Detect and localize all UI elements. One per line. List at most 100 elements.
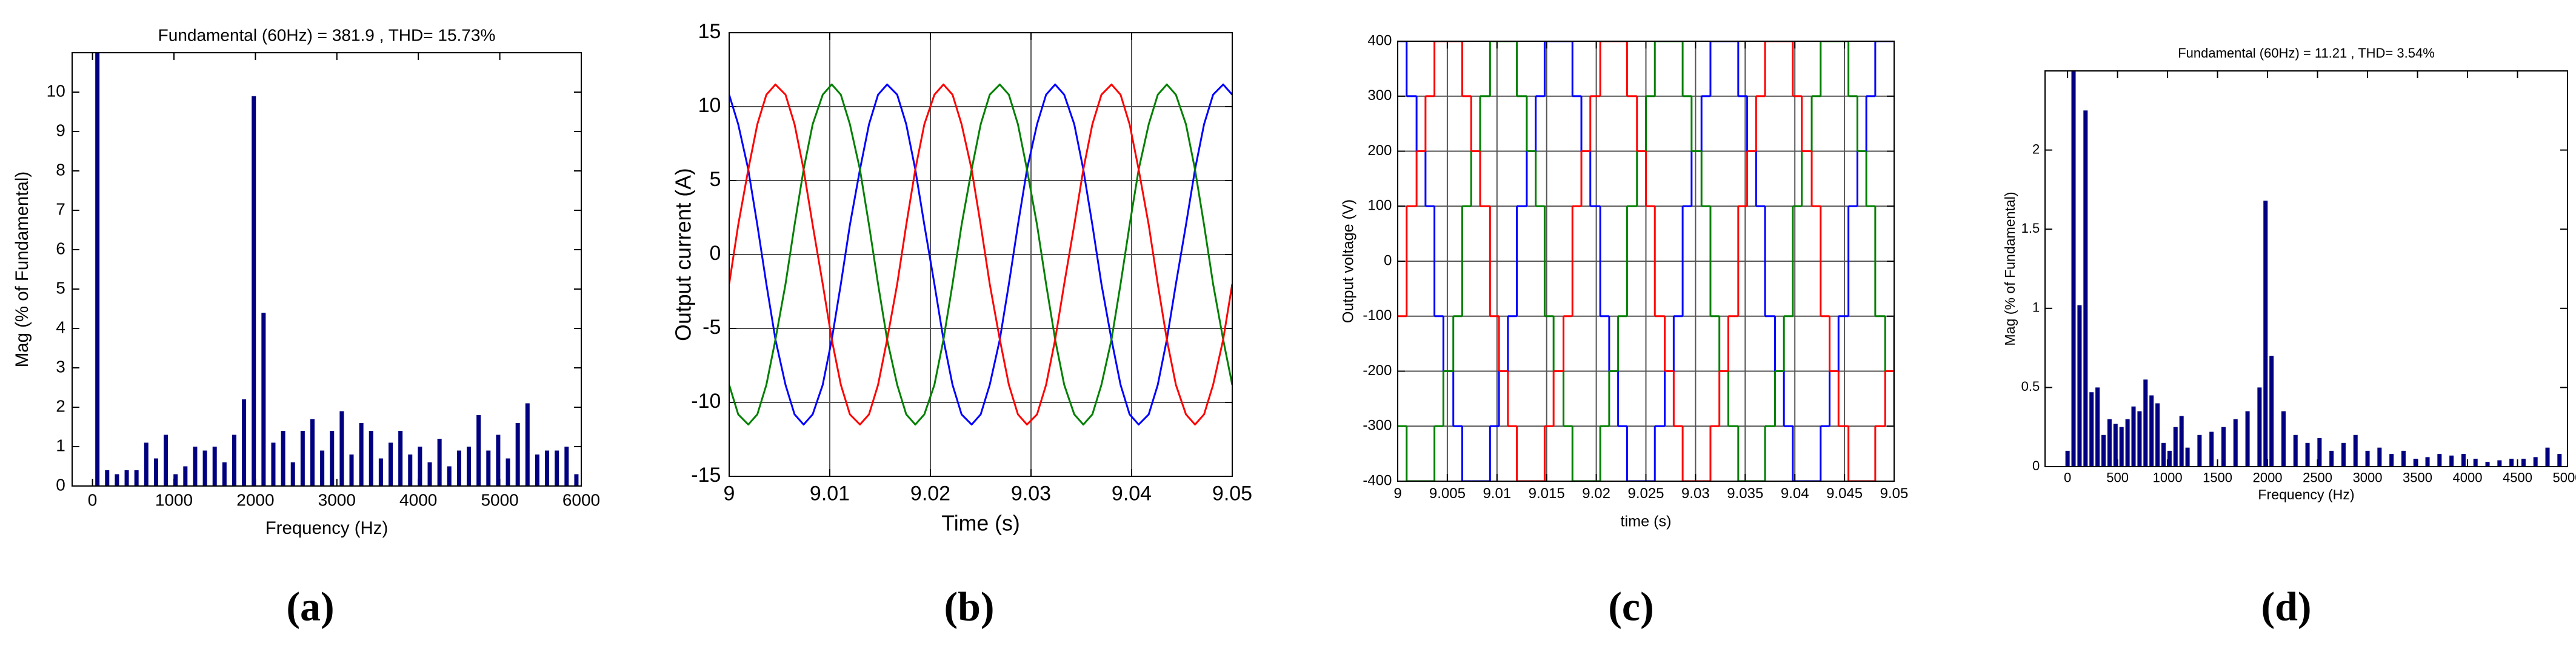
- data-layer: [2065, 71, 2562, 467]
- bar: [574, 474, 579, 486]
- bar: [2167, 450, 2172, 467]
- x-tick-label: 9.005: [1429, 485, 1466, 502]
- bar: [202, 450, 207, 486]
- axes-frame: [729, 32, 1233, 477]
- bar: [183, 466, 188, 486]
- axes-frame: [2044, 70, 2568, 467]
- plot-area: [2045, 71, 2568, 467]
- x-tick-label: 1500: [2203, 470, 2232, 485]
- bar: [261, 313, 266, 486]
- bar: [2281, 411, 2286, 467]
- y-tick-label: 7: [56, 199, 65, 218]
- bar: [2461, 454, 2466, 467]
- bar: [2377, 447, 2382, 467]
- bar: [153, 458, 158, 486]
- bar: [2365, 450, 2370, 467]
- bar: [408, 455, 413, 486]
- y-tick-label: 15: [698, 20, 721, 43]
- x-tick-label: 9.03: [1011, 482, 1051, 505]
- bar: [2179, 416, 2184, 467]
- bar: [2341, 442, 2346, 467]
- bar: [2473, 458, 2478, 467]
- bar: [486, 450, 491, 486]
- x-tick-label: 9.02: [1582, 485, 1610, 502]
- chart-panel: 9 9.005 9.01 9.015 9.02 9.025 9.03 9.035 9.04 9.0…: [1340, 32, 1909, 629]
- bar: [2293, 435, 2298, 467]
- bar: [2137, 411, 2142, 467]
- bar: [496, 435, 501, 486]
- plot-area: [72, 53, 581, 486]
- y-tick-label: 5: [709, 168, 721, 191]
- bar: [427, 462, 432, 486]
- x-tick-label: 9.01: [1483, 485, 1511, 502]
- bar: [95, 53, 100, 486]
- bar: [2125, 419, 2130, 467]
- bar: [437, 439, 442, 486]
- bar: [281, 431, 285, 486]
- data-layer: [729, 83, 1232, 426]
- bar: [2497, 460, 2502, 467]
- bar: [515, 423, 520, 486]
- y-tick-label: 400: [1367, 32, 1392, 48]
- bar: [290, 462, 295, 486]
- bar: [349, 455, 354, 486]
- bar: [300, 431, 305, 486]
- bar: [476, 415, 481, 486]
- chart-panel: 0 500 1000 1500 2000 2500 3000 3500 4000 4500 500 0…: [2002, 45, 2576, 630]
- bar: [2521, 458, 2526, 467]
- bar: [2113, 424, 2118, 467]
- bar: [545, 450, 550, 486]
- chart-title: Fundamental (60Hz) = 381.9 , THD= 15.73%: [158, 25, 496, 44]
- x-tick-label: 9.025: [1627, 485, 1664, 502]
- x-tick-label: 4000: [2453, 470, 2483, 485]
- bar: [2197, 435, 2202, 467]
- bar: [2119, 427, 2124, 467]
- bar: [564, 447, 569, 486]
- bar: [525, 403, 530, 486]
- chart-panel: 0 1000 2000 3000 4000 5000 6000 0 1 2 3 4 5 6 7 8 9 10 Fun…: [12, 25, 600, 630]
- x-tick-label: 5000: [481, 491, 518, 510]
- bar: [271, 442, 276, 486]
- bar: [2425, 457, 2430, 467]
- x-tick-label: 9.04: [1112, 482, 1152, 505]
- bar: [2155, 403, 2160, 467]
- x-axis-label: Frequency (Hz): [265, 518, 389, 538]
- bar: [2065, 450, 2070, 467]
- x-tick-label: 3000: [318, 491, 356, 510]
- bar: [2131, 406, 2136, 467]
- x-tick-label: 9.03: [1681, 485, 1710, 502]
- bar: [2185, 447, 2190, 467]
- x-tick-label: 3000: [2353, 470, 2383, 485]
- bar: [2329, 450, 2334, 467]
- bar: [456, 450, 461, 486]
- y-axis-label: Mag (% of Fundamental): [12, 171, 32, 367]
- bar: [2413, 458, 2418, 467]
- x-tick-label: 9.01: [810, 482, 850, 505]
- bar: [2089, 392, 2094, 467]
- y-tick-label: -400: [1363, 472, 1392, 488]
- x-tick-label: 9.015: [1529, 485, 1565, 502]
- y-tick-label: 100: [1367, 198, 1392, 214]
- y-tick-label: 300: [1367, 87, 1392, 104]
- panel-caption: (a): [286, 584, 334, 630]
- bar: [2149, 395, 2154, 467]
- y-tick-label: 200: [1367, 142, 1392, 159]
- x-tick-label: 4500: [2503, 470, 2532, 485]
- y-tick-label: -5: [702, 316, 721, 339]
- x-tick-label: 1000: [155, 491, 193, 510]
- x-tick-label: 2000: [236, 491, 274, 510]
- x-tick-label: 0: [88, 491, 98, 510]
- bar: [222, 462, 227, 486]
- x-tick-label: 9: [724, 482, 735, 505]
- x-tick-label: 9.04: [1781, 485, 1809, 502]
- y-axis-label: Mag (% of Fundamental): [2002, 191, 2018, 345]
- bar: [2545, 447, 2550, 467]
- x-tick-label: 9.045: [1826, 485, 1863, 502]
- bar: [310, 419, 315, 486]
- y-tick-label: 0: [709, 242, 721, 265]
- bar: [2095, 387, 2100, 467]
- bar: [2317, 438, 2322, 467]
- y-tick-label: -200: [1363, 362, 1392, 379]
- bar: [369, 431, 373, 486]
